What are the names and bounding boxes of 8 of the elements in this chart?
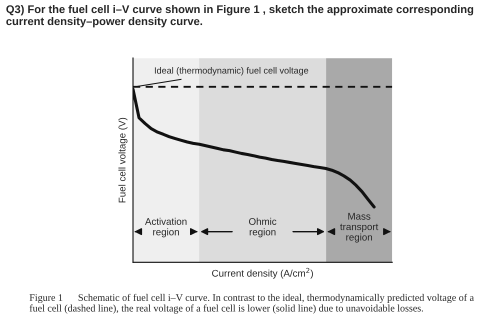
annotation: Mass transport region [340,212,378,243]
annotation: Activation region [144,218,186,238]
caption: Figure 1 Schematic of fuel cell i–V curve. In contrast to the ideal, thermodynamically predicted voltage of a fuel cell (dashed line), the real voltage of a fuel cell is lower (solid line) due to unavoidable losses. [30,294,474,314]
x-axis-title: Current density (A/cm$^{2}$) [212,268,313,279]
chart-title: Q3) For the fuel cell i–V curve shown in Figure 1 , sketch the approximate corresponding current density–power density curve. [6,4,474,28]
y-axis-title: Fuel cell voltage (V) [118,118,128,202]
annotation: Ohmic region [249,218,276,238]
ref-line-label: Ideal (thermodynamic) fuel cell voltage [154,67,308,76]
